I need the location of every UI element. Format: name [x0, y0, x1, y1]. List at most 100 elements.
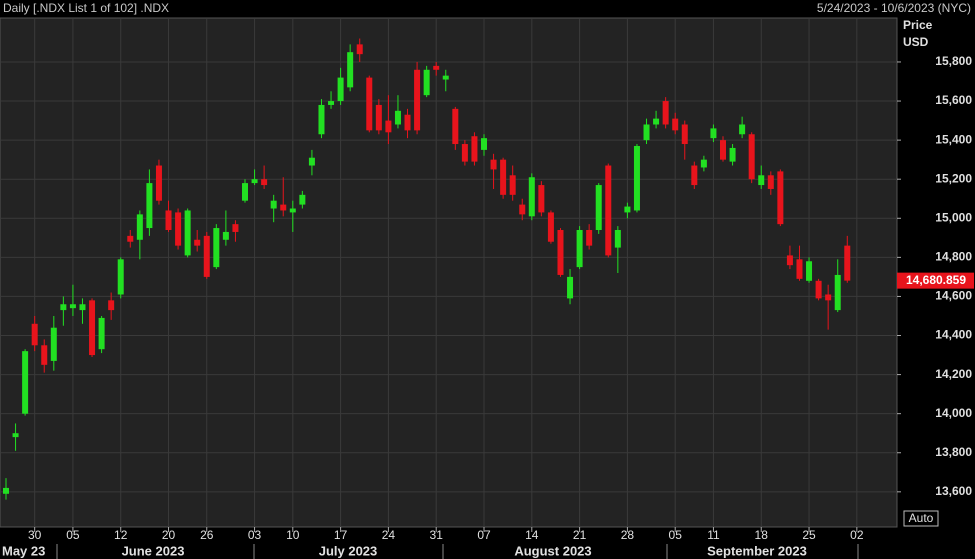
candle-body [356, 44, 363, 55]
candle-body [394, 110, 401, 125]
x-tick-label: 05 [669, 528, 683, 542]
candle-body [165, 210, 172, 231]
y-tick-label: 14,800 [935, 250, 972, 264]
x-tick-label: 05 [66, 528, 80, 542]
auto-button[interactable]: Auto [903, 510, 939, 527]
x-tick-label: 24 [382, 528, 396, 542]
candle-body [777, 171, 784, 225]
candle-body [117, 259, 124, 295]
x-tick-label: 25 [802, 528, 816, 542]
candle-body [691, 165, 698, 186]
y-tick-label: 15,800 [935, 54, 972, 68]
candle-body [452, 108, 459, 145]
candle-body [232, 224, 239, 232]
y-tick-label: 15,400 [935, 132, 972, 146]
candle-body [758, 175, 765, 186]
month-label: September 2023 [707, 543, 807, 558]
candle-body [576, 230, 583, 268]
y-tick-label: 14,000 [935, 406, 972, 420]
candle-body [308, 157, 315, 166]
candle-body [528, 177, 535, 217]
y-tick-label: 13,600 [935, 484, 972, 498]
x-tick-label: 17 [334, 528, 348, 542]
candle-body [423, 69, 430, 96]
y-tick-label: 15,200 [935, 171, 972, 185]
candle-body [806, 261, 813, 281]
candle-body [586, 230, 593, 246]
candle-body [796, 259, 803, 279]
auto-button-frame[interactable] [903, 510, 939, 527]
candle-body [672, 118, 679, 131]
y-tick-label: 15,000 [935, 210, 972, 224]
candle-body [605, 165, 612, 256]
candle-body [700, 159, 707, 168]
date-range: 5/24/2023 - 10/6/2023 (NYC) [817, 1, 971, 15]
candle-body [442, 75, 449, 80]
candle-body [538, 185, 545, 213]
candle-body [844, 245, 851, 281]
x-tick-label: 10 [286, 528, 300, 542]
candle-body [184, 210, 191, 256]
candle-body [567, 276, 574, 299]
candle-body [12, 433, 19, 438]
y-unit: USD [903, 35, 929, 49]
candle-body [834, 274, 841, 311]
candle-body [31, 323, 38, 346]
candle-body [108, 300, 115, 311]
candle-body [50, 327, 57, 361]
candle-body [404, 114, 411, 131]
candle-body [41, 345, 48, 365]
x-tick-label: 31 [430, 528, 444, 542]
candle-body [213, 228, 220, 268]
candle-body [155, 165, 162, 201]
x-tick-label: 07 [477, 528, 491, 542]
candle-body [490, 159, 497, 170]
x-tick-label: 26 [200, 528, 214, 542]
candle-body [710, 128, 717, 139]
candle-body [318, 104, 325, 135]
x-tick-label: 21 [573, 528, 587, 542]
candle-body [136, 214, 143, 240]
y-tick-label: 15,600 [935, 93, 972, 107]
candle-body [681, 124, 688, 145]
candle-body [624, 206, 631, 213]
candle-body [786, 255, 793, 266]
candle-body [175, 212, 182, 246]
month-label: July 2023 [319, 543, 378, 558]
month-label: June 2023 [122, 543, 185, 558]
auto-button-label[interactable]: Auto [909, 511, 934, 525]
candle-body [328, 101, 335, 105]
y-label: Price [903, 18, 933, 32]
candle-body [289, 208, 296, 213]
month-label: May 23 [2, 543, 45, 558]
x-tick-label: 11 [707, 528, 720, 542]
last-price-box [897, 272, 974, 289]
candle-body [739, 124, 746, 135]
candle-body [270, 200, 277, 209]
x-tick-label: 14 [525, 528, 539, 542]
candle-body [481, 138, 487, 150]
candle-body [547, 212, 554, 242]
candle-body [729, 147, 736, 162]
candle-body [203, 235, 210, 277]
candle-body [69, 304, 76, 309]
candle-body [337, 77, 344, 102]
last-price-label: 14,680.859 [906, 273, 966, 287]
candle-body [595, 185, 602, 231]
candle-body [748, 134, 755, 180]
candle-body [280, 204, 287, 211]
month-label: August 2023 [514, 543, 591, 558]
candle-body [98, 317, 105, 350]
x-tick-label: 28 [621, 528, 635, 542]
candle-body [643, 124, 650, 141]
candle-body [461, 144, 468, 162]
x-tick-label: 18 [755, 528, 769, 542]
chart-title: Daily [.NDX List 1 of 102] .NDX [3, 1, 169, 15]
candle-body [375, 104, 382, 131]
candle-body [653, 118, 660, 125]
candle-body [3, 487, 9, 494]
candle-body [614, 230, 621, 248]
candle-body [633, 145, 640, 211]
candle-body [500, 159, 507, 195]
